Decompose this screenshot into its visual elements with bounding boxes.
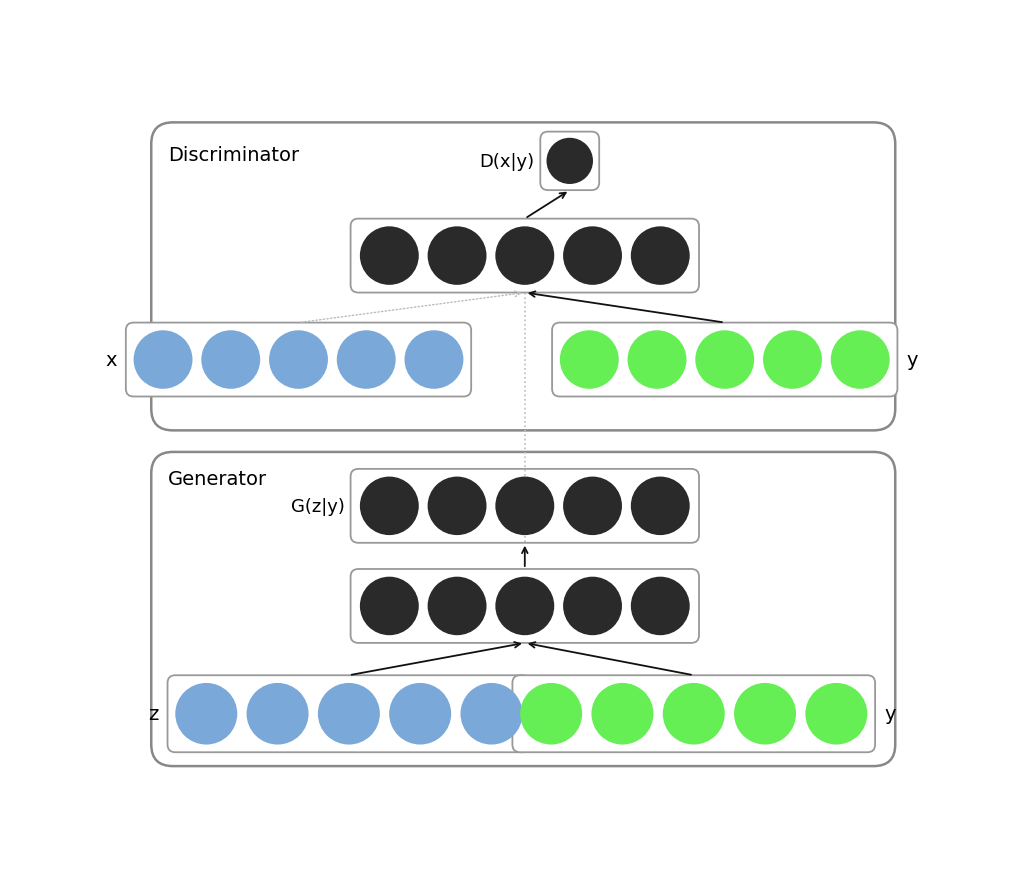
- Circle shape: [763, 330, 822, 389]
- Circle shape: [496, 227, 554, 285]
- Text: Discriminator: Discriminator: [168, 146, 299, 166]
- Text: Generator: Generator: [168, 470, 267, 488]
- Circle shape: [563, 227, 622, 285]
- Circle shape: [631, 227, 690, 285]
- FancyBboxPatch shape: [512, 675, 876, 752]
- Circle shape: [337, 330, 395, 389]
- Circle shape: [461, 683, 522, 745]
- FancyBboxPatch shape: [126, 323, 471, 397]
- Text: G(z|y): G(z|y): [291, 497, 344, 516]
- Circle shape: [404, 330, 464, 389]
- Circle shape: [631, 577, 690, 635]
- Circle shape: [560, 330, 618, 389]
- FancyBboxPatch shape: [350, 570, 699, 643]
- Circle shape: [496, 577, 554, 635]
- Circle shape: [695, 330, 755, 389]
- Circle shape: [663, 683, 725, 745]
- Text: x: x: [105, 351, 117, 369]
- Text: z: z: [147, 704, 159, 724]
- Circle shape: [628, 330, 686, 389]
- FancyBboxPatch shape: [541, 133, 599, 190]
- Circle shape: [547, 138, 593, 185]
- Circle shape: [175, 683, 238, 745]
- Circle shape: [247, 683, 308, 745]
- Circle shape: [830, 330, 890, 389]
- FancyBboxPatch shape: [350, 220, 699, 293]
- Circle shape: [592, 683, 653, 745]
- Circle shape: [734, 683, 796, 745]
- Circle shape: [359, 227, 419, 285]
- FancyBboxPatch shape: [168, 675, 530, 752]
- Circle shape: [202, 330, 260, 389]
- Circle shape: [563, 577, 622, 635]
- Circle shape: [520, 683, 583, 745]
- Circle shape: [496, 477, 554, 535]
- Text: D(x|y): D(x|y): [479, 152, 535, 171]
- Circle shape: [428, 227, 486, 285]
- FancyBboxPatch shape: [350, 470, 699, 543]
- FancyBboxPatch shape: [152, 453, 895, 766]
- Circle shape: [359, 477, 419, 535]
- Text: y: y: [885, 704, 896, 724]
- Circle shape: [317, 683, 380, 745]
- FancyBboxPatch shape: [552, 323, 897, 397]
- Circle shape: [389, 683, 452, 745]
- Circle shape: [805, 683, 867, 745]
- FancyBboxPatch shape: [152, 123, 895, 431]
- Text: y: y: [906, 351, 919, 369]
- Circle shape: [359, 577, 419, 635]
- Circle shape: [428, 577, 486, 635]
- Circle shape: [269, 330, 328, 389]
- Circle shape: [563, 477, 622, 535]
- Circle shape: [428, 477, 486, 535]
- Circle shape: [133, 330, 193, 389]
- Circle shape: [631, 477, 690, 535]
